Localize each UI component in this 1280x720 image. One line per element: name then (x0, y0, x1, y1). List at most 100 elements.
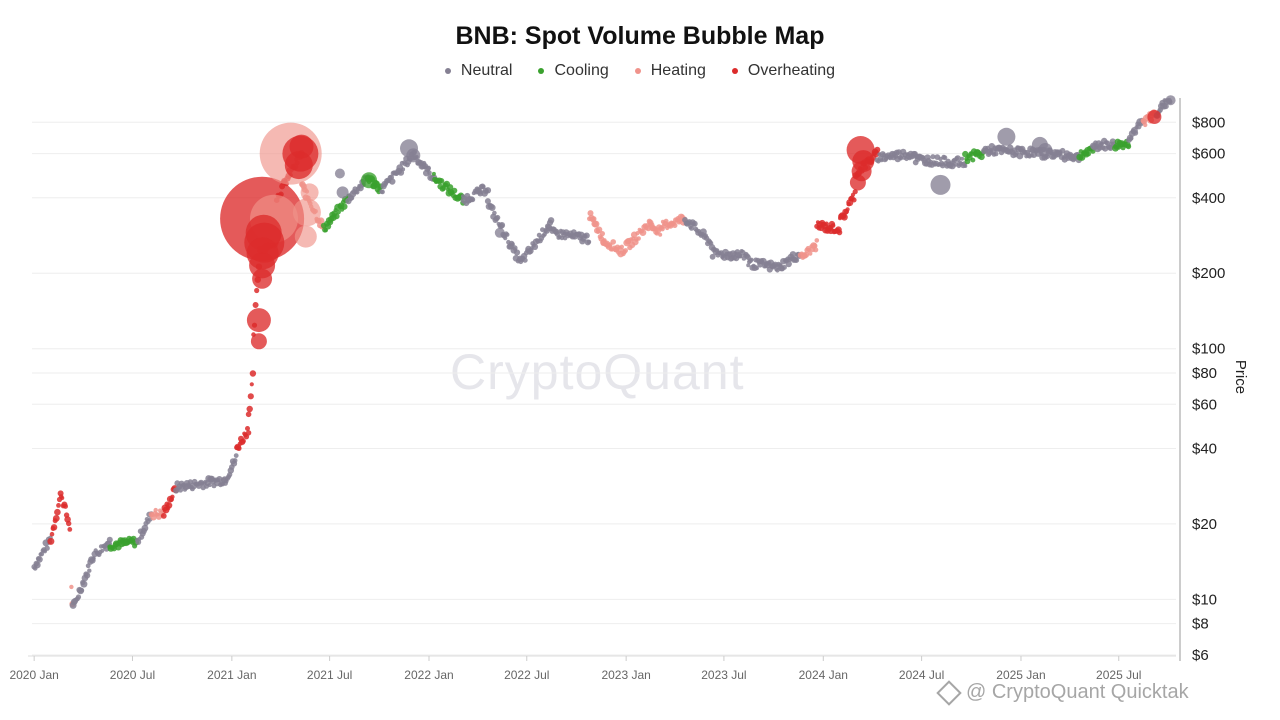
volume-bubble-neutral (1165, 95, 1176, 106)
data-point-overheating (236, 445, 242, 451)
legend-dot-neutral (444, 68, 451, 74)
data-point-neutral (960, 156, 965, 161)
volume-bubble-overheating (250, 333, 267, 350)
data-point-overheating (240, 438, 246, 444)
x-tick-label: 2025 Jan (996, 668, 1045, 682)
y-tick-label: $10 (1192, 591, 1217, 608)
data-point-cooling (446, 184, 454, 191)
data-point-neutral (586, 239, 592, 245)
y-tick-label: $80 (1192, 365, 1217, 382)
data-point-neutral (216, 476, 223, 483)
legend-label-cooling: Cooling (554, 62, 609, 79)
legend-label-neutral: Neutral (460, 62, 513, 79)
data-point-overheating (50, 524, 58, 531)
legend-item-neutral[interactable]: Neutral (444, 62, 513, 80)
data-point-neutral (993, 151, 999, 157)
y-tick-label: $800 (1192, 114, 1225, 131)
x-tick-label: 2024 Jul (899, 668, 944, 682)
data-point-neutral (547, 217, 555, 224)
data-point-neutral (427, 170, 432, 175)
data-point-neutral (100, 548, 105, 553)
volume-bubble-overheating (289, 134, 314, 159)
legend-item-cooling[interactable]: Cooling (538, 62, 609, 80)
y-axis-title: Price (1232, 360, 1249, 394)
volume-bubble-neutral (997, 127, 1016, 146)
legend-item-overheating[interactable]: Overheating (731, 62, 836, 80)
data-point-neutral (232, 458, 238, 463)
source-label: @ CryptoQuant Quicktak (936, 679, 1189, 706)
data-point-heating (592, 220, 600, 228)
data-point-overheating (67, 527, 73, 532)
axes: $6 $8 $10 $20 $40 $60 $80 $100 $200 $400 $600 $800 P… (9, 98, 1249, 682)
volume-bubble-neutral (334, 168, 345, 179)
data-point-overheating (852, 189, 858, 195)
legend-label-overheating: Overheating (747, 62, 836, 79)
volume-bubble-heating (292, 198, 321, 227)
data-point-overheating (249, 382, 254, 387)
chart-legend: Neutral Cooling Heating Overheating (0, 62, 1280, 80)
data-point-neutral (583, 232, 590, 239)
data-point-neutral (187, 479, 193, 485)
data-point-heating (813, 247, 819, 253)
y-tick-label: $40 (1192, 440, 1217, 457)
data-point-overheating (60, 495, 65, 501)
data-point-neutral (793, 257, 800, 264)
data-point-overheating (836, 229, 843, 236)
data-point-cooling (451, 187, 458, 194)
legend-label-heating: Heating (650, 62, 706, 79)
grid-lines (32, 121, 1176, 656)
data-point-neutral (503, 236, 508, 241)
y-tick-label: $6 (1192, 647, 1209, 664)
data-point-neutral (401, 167, 406, 172)
data-point-neutral (789, 251, 797, 258)
data-point-overheating (247, 393, 254, 400)
data-point-overheating (246, 405, 253, 413)
data-point-neutral (510, 242, 515, 247)
data-point-neutral (106, 536, 113, 543)
data-point-overheating (830, 223, 836, 229)
data-point-cooling (1125, 143, 1132, 150)
data-point-neutral (481, 184, 486, 189)
data-point-neutral (141, 524, 149, 532)
data-point-overheating (245, 411, 252, 418)
data-point-neutral (709, 253, 716, 260)
data-point-neutral (79, 587, 85, 593)
data-point-neutral (513, 249, 521, 256)
data-point-neutral (484, 198, 491, 205)
data-point-heating (599, 231, 606, 237)
data-point-heating (814, 238, 820, 243)
source-text: @ CryptoQuant Quicktak (966, 681, 1189, 703)
data-point-cooling (336, 210, 341, 215)
y-tick-label: $200 (1192, 265, 1225, 282)
data-point-neutral (484, 187, 492, 194)
legend-item-heating[interactable]: Heating (634, 62, 706, 80)
data-point-neutral (531, 243, 539, 250)
data-point-overheating (874, 146, 881, 153)
x-tick-label: 2021 Jan (207, 668, 256, 682)
data-point-neutral (470, 197, 476, 203)
data-point-neutral (746, 263, 751, 268)
data-point-heating (636, 236, 641, 241)
data-point-heating (802, 251, 810, 258)
data-point-heating (635, 231, 640, 236)
data-point-heating (619, 244, 624, 249)
data-point-neutral (44, 545, 50, 551)
data-point-cooling (970, 157, 976, 163)
binance-logo-icon (936, 679, 962, 706)
data-point-neutral (91, 556, 96, 561)
data-point-overheating (47, 537, 55, 545)
y-tick-label: $100 (1192, 341, 1225, 358)
data-point-cooling (333, 213, 340, 220)
data-point-neutral (80, 580, 88, 588)
volume-bubble-neutral (406, 148, 421, 163)
data-point-neutral (512, 245, 518, 251)
volume-bubble-neutral (336, 186, 349, 199)
x-tick-label: 2025 Jul (1096, 668, 1141, 682)
data-point-overheating (851, 197, 857, 203)
data-point-heating (317, 217, 325, 225)
chart-title: BNB: Spot Volume Bubble Map (455, 22, 825, 50)
data-point-cooling (431, 171, 436, 176)
data-point-overheating (170, 494, 175, 499)
data-point-neutral (389, 178, 396, 185)
